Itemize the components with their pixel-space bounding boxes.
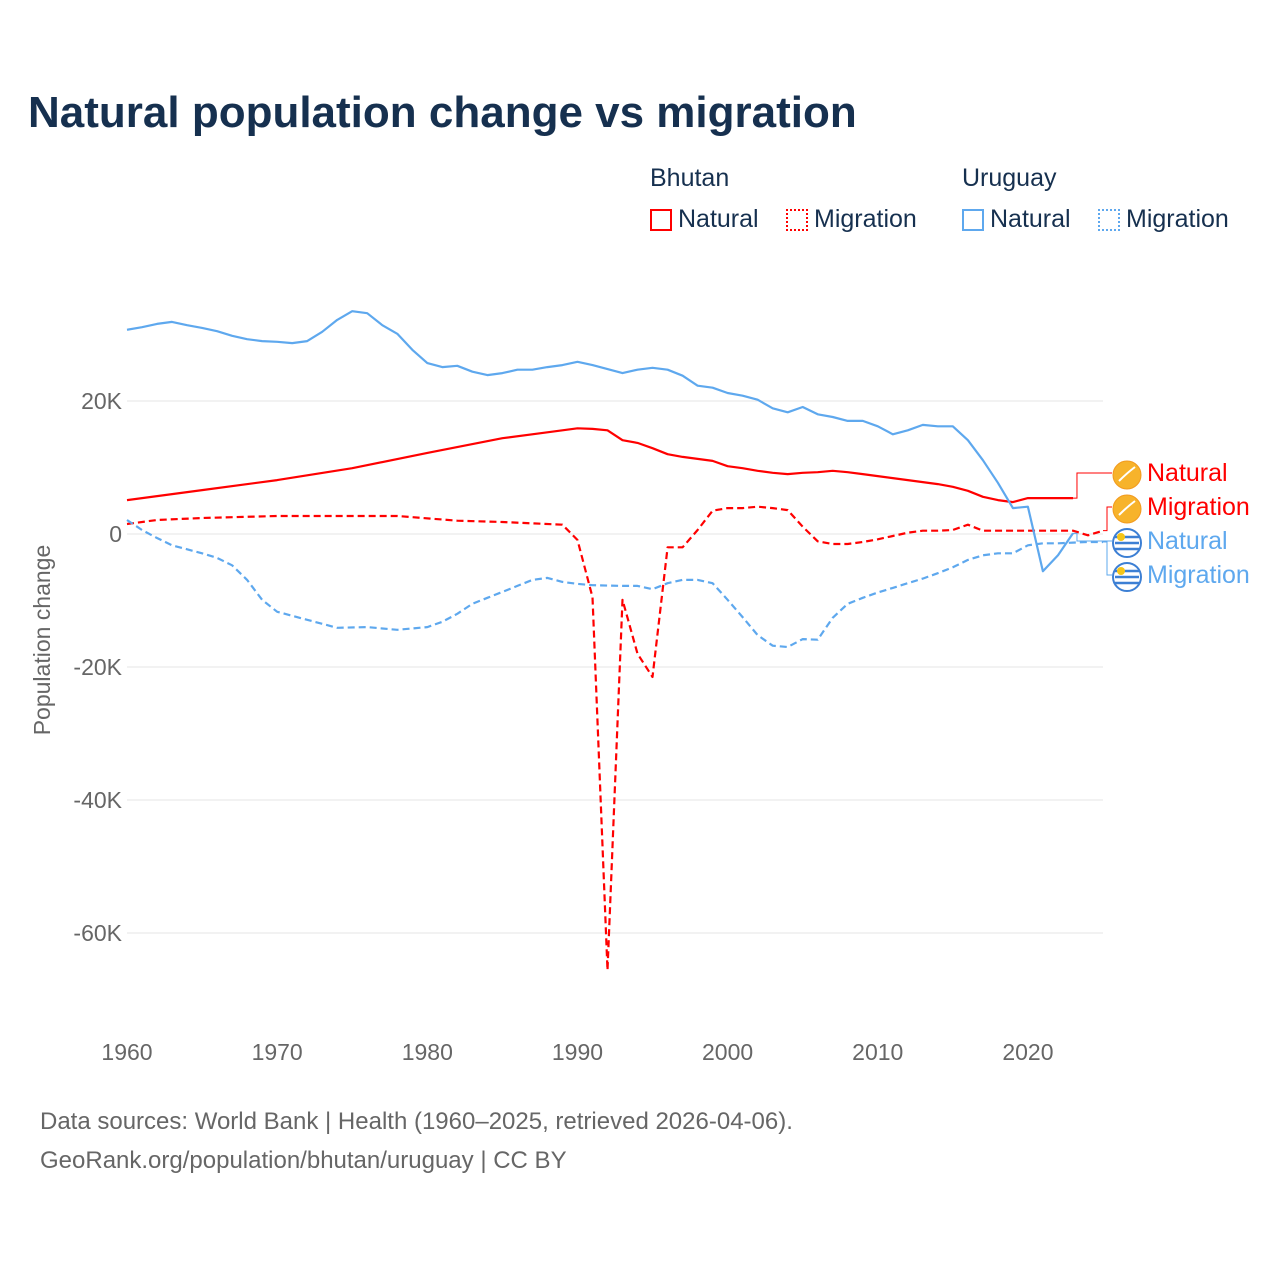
bhutan-flag-icon <box>1112 494 1142 524</box>
series-end-label: Migration <box>1147 561 1250 589</box>
series-line-bhutan-migration <box>126 505 1104 972</box>
y-tick-label: -40K <box>73 787 122 813</box>
series-end-label: Natural <box>1147 527 1228 555</box>
x-tick-label: 2010 <box>852 1039 903 1065</box>
footer-attribution: GeoRank.org/population/bhutan/uruguay | … <box>40 1147 567 1174</box>
legend-label: Migration <box>1126 205 1229 233</box>
legend-bhutan-migration[interactable]: Migration <box>786 205 917 234</box>
legend-uruguay-natural[interactable]: Natural <box>962 205 1071 234</box>
footer-sources: Data sources: World Bank | Health (1960–… <box>40 1108 793 1135</box>
y-tick-label: -20K <box>73 654 122 680</box>
x-tick-label: 2020 <box>1002 1039 1053 1065</box>
legend-bhutan-natural[interactable]: Natural <box>650 205 759 234</box>
y-axis-label: Population change <box>29 545 55 736</box>
series-end-label: Natural <box>1147 459 1228 487</box>
legend-uruguay-migration[interactable]: Migration <box>1098 205 1229 234</box>
x-tick-label: 1990 <box>552 1039 603 1065</box>
label-connector <box>1103 541 1112 576</box>
legend-group-uruguay: Uruguay <box>962 164 1057 192</box>
chart-title: Natural population change vs migration <box>28 88 857 137</box>
x-tick-label: 1970 <box>252 1039 303 1065</box>
series-end-label: Migration <box>1147 493 1250 521</box>
legend-swatch-solid <box>650 208 672 231</box>
flag-dragon <box>1118 500 1136 516</box>
legend-label: Migration <box>814 205 917 233</box>
y-tick-label: 0 <box>109 521 122 547</box>
flag-sun <box>1117 533 1125 541</box>
x-tick-label: 1960 <box>101 1039 152 1065</box>
legend-swatch-dotted <box>1098 208 1120 231</box>
x-tick-label: 1980 <box>402 1039 453 1065</box>
label-connector <box>1072 472 1112 499</box>
flag-dragon <box>1118 466 1136 482</box>
legend-swatch-dotted <box>786 208 808 231</box>
y-tick-label: 20K <box>81 388 123 414</box>
series-line-uruguay-migration <box>126 519 1103 649</box>
legend-swatch-solid <box>962 208 984 231</box>
legend-label: Natural <box>990 205 1071 233</box>
legend-group-bhutan: Bhutan <box>650 164 730 192</box>
series-line-bhutan-natural <box>126 427 1073 504</box>
series-line-uruguay-natural <box>126 310 1074 573</box>
flag-sun <box>1117 567 1125 575</box>
legend-label: Natural <box>678 205 759 233</box>
x-tick-label: 2000 <box>702 1039 753 1065</box>
bhutan-flag-icon <box>1112 460 1142 490</box>
label-connector <box>1103 506 1112 532</box>
y-tick-label: -60K <box>73 920 122 946</box>
